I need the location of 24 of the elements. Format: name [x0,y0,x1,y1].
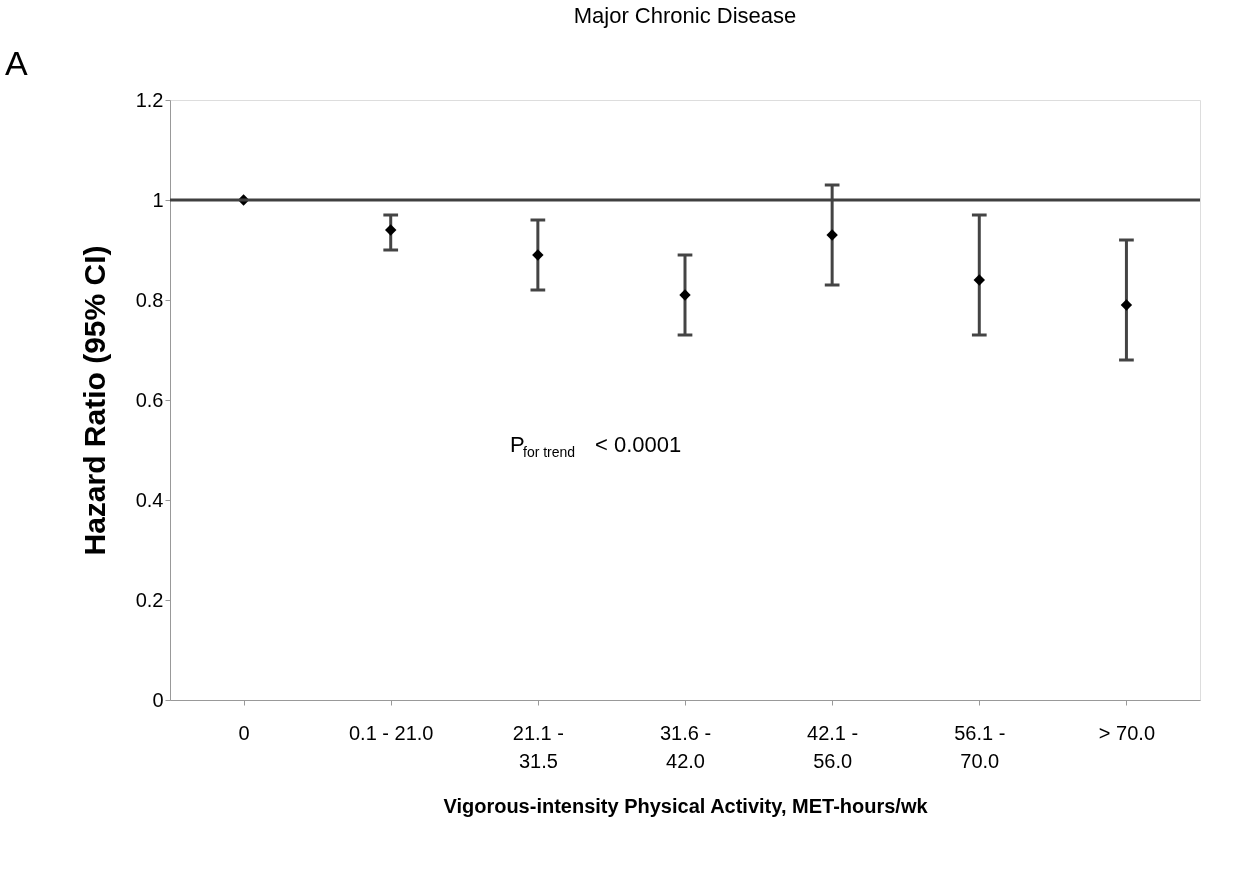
x-tick-label: 21.1 - 31.5 [512,721,564,772]
x-tick-label: 0 [238,721,250,744]
point [826,229,838,241]
y-tick-label: 1.2 [135,88,164,111]
x-tick-label: 56.1 - 70.0 [954,721,1006,772]
chart-title: Major Chronic Disease [573,3,797,28]
x-tick-label: 0.1 - 21.0 [348,721,434,744]
text: A [5,44,28,82]
x-tick-label: > 70.0 [1098,721,1156,744]
point [385,224,397,236]
x-tick-label: 31.6 - 42.0 [659,721,712,772]
y-tick-label: 0.4 [135,488,164,511]
point [679,289,691,301]
point [532,249,544,261]
point [973,274,985,286]
y-tick-label: 0.2 [135,588,164,611]
point [1120,299,1133,311]
y-tick-label: 0.8 [135,288,164,311]
y-axis-title: Hazard Ratio (95% CI) [77,245,111,556]
y-tick-label: 0.6 [135,388,164,411]
x-tick-label: 42.1 - 56.0 [807,721,859,772]
x-axis-title: Vigorous-intensity Physical Activity, MET-hours/wk [443,794,929,817]
y-tick-label: 0 [152,688,164,711]
y-tick-label: 1 [152,188,164,211]
